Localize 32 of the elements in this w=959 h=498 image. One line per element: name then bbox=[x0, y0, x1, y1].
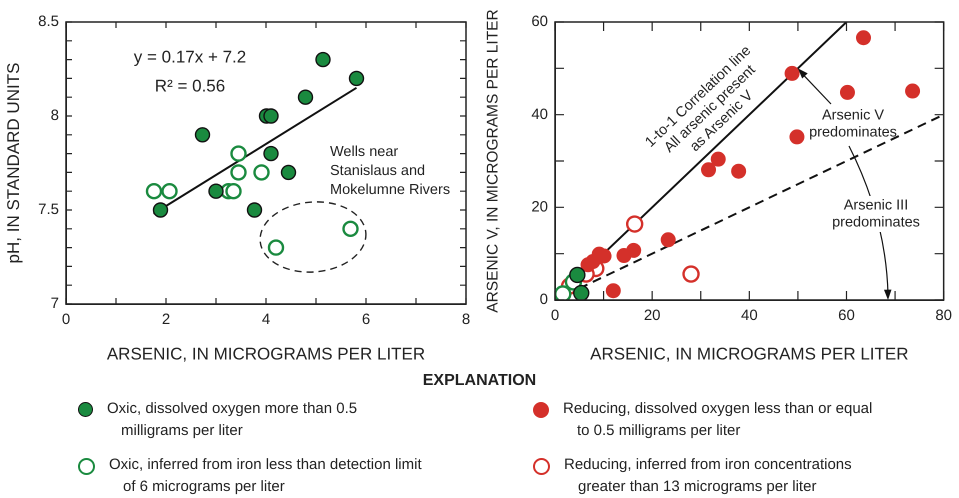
x-tick-label: 20 bbox=[644, 307, 661, 324]
y-tick-label: 20 bbox=[531, 198, 548, 216]
annotation: Arsenic V predominates bbox=[809, 108, 897, 140]
x-tick-label: 60 bbox=[838, 307, 855, 324]
y-axis-title: ARSENIC V, IN MICROGRAMS PER LITER bbox=[484, 9, 502, 313]
annotation: Arsenic III predominates bbox=[832, 198, 920, 230]
y-axis-title: pH, IN STANDARD UNITS bbox=[4, 62, 23, 264]
x-tick-label: 40 bbox=[740, 307, 758, 324]
y-tick-label: 8.5 bbox=[38, 13, 59, 30]
x-tick-label: 0 bbox=[62, 311, 70, 328]
y-tick-label: 8 bbox=[50, 107, 59, 124]
y-tick-label: 7 bbox=[50, 295, 59, 312]
legend-label: Oxic, inferred from iron less than detection limit of 6 micrograms per liter bbox=[109, 455, 423, 497]
legend-label: Reducing, inferred from iron concentrations greater than 13 micrograms per liter bbox=[564, 455, 853, 497]
x-tick-label: 6 bbox=[362, 311, 370, 328]
x-tick-label: 8 bbox=[462, 311, 470, 328]
y-tick-label: 60 bbox=[531, 13, 548, 30]
x-tick-label: 2 bbox=[162, 311, 170, 328]
annotation: y = 0.17x + 7.2 bbox=[134, 48, 246, 67]
y-tick-label: 40 bbox=[531, 106, 548, 123]
legend-label: Oxic, dissolved oxygen more than 0.5 milligrams per liter bbox=[107, 399, 358, 441]
x-axis-title: ARSENIC, IN MICROGRAMS PER LITER bbox=[106, 344, 426, 364]
y-tick-label: 0 bbox=[540, 291, 548, 308]
x-tick-label: 0 bbox=[550, 307, 560, 324]
legend-title: EXPLANATION bbox=[422, 372, 538, 390]
annotation: R² = 0.56 bbox=[154, 76, 226, 96]
x-axis-title: ARSENIC, IN MICROGRAMS PER LITER bbox=[590, 344, 908, 364]
annotation: Wells near Stanislaus and Mokelumne Rivers bbox=[330, 144, 450, 198]
x-tick-label: 80 bbox=[935, 307, 952, 324]
legend-label: Reducing, dissolved oxygen less than or equal to 0.5 milligrams per liter bbox=[563, 399, 874, 441]
y-tick-label: 7.5 bbox=[38, 201, 59, 218]
x-tick-label: 4 bbox=[262, 311, 270, 328]
